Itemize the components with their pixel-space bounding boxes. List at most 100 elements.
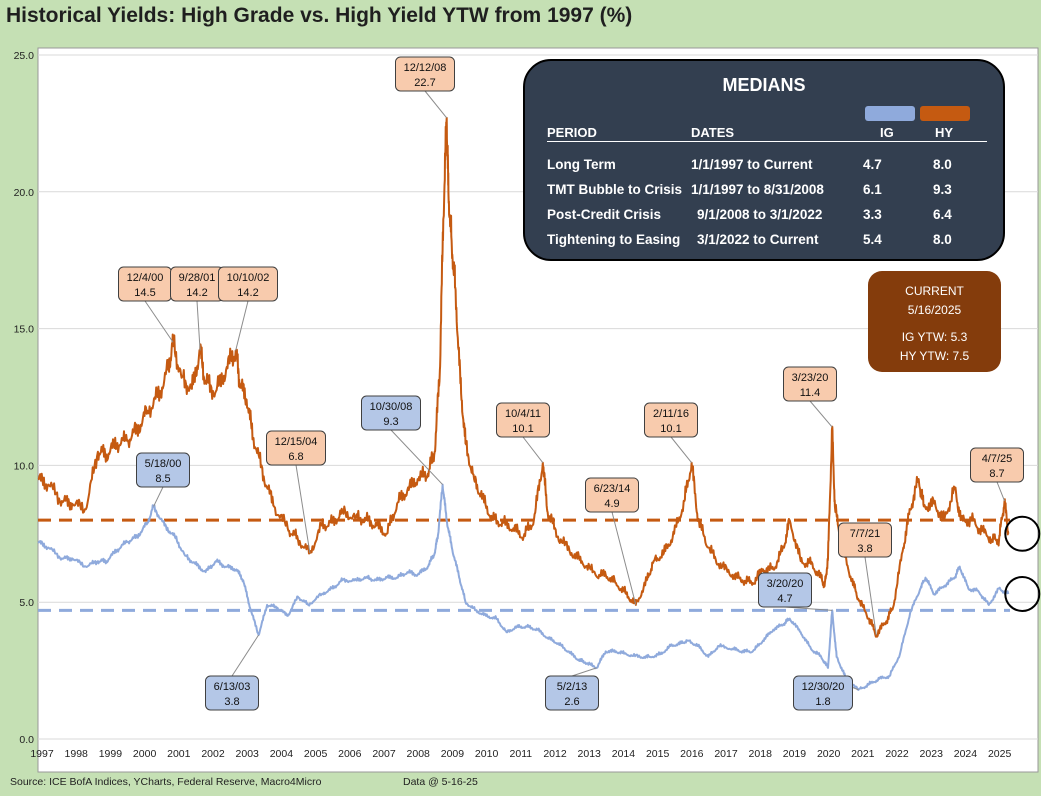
annotation-date: 10/4/11 xyxy=(505,408,541,420)
annotation-box xyxy=(970,447,1024,483)
annotation-leader xyxy=(522,436,544,463)
median-dates: 3/1/2022 to Current xyxy=(697,232,819,247)
annotation-date: 7/7/21 xyxy=(850,528,881,540)
medians-title: MEDIANS xyxy=(722,75,806,95)
y-tick-label: 20.0 xyxy=(14,187,35,199)
annotation-value: 14.5 xyxy=(134,287,155,299)
annotation-value: 10.1 xyxy=(512,423,533,435)
median-period: Post-Credit Crisis xyxy=(547,207,662,222)
annotation-value: 14.2 xyxy=(186,287,207,299)
annotation-date: 6/13/03 xyxy=(214,681,251,693)
x-tick-label: 2015 xyxy=(646,748,670,760)
annotation-box xyxy=(783,366,837,402)
ig-current-marker xyxy=(1004,575,1041,612)
x-tick-label: 2025 xyxy=(988,748,1012,760)
annotation-value: 3.8 xyxy=(857,543,872,555)
annotation-value: 8.5 xyxy=(155,473,170,485)
annotation-box xyxy=(266,430,326,466)
x-tick-label: 1998 xyxy=(65,748,89,760)
annotation-leader xyxy=(153,486,164,507)
median-hy: 8.0 xyxy=(933,157,952,172)
x-tick-label: 2016 xyxy=(680,748,704,760)
medians-header-ig: IG xyxy=(880,125,894,140)
median-period: Tightening to Easing xyxy=(547,232,681,247)
current-hy-ytw: HY YTW: 7.5 xyxy=(899,349,970,363)
chart-title: Historical Yields: High Grade vs. High Y… xyxy=(6,4,633,27)
current-date: 5/16/2025 xyxy=(907,303,962,317)
hy-current-marker xyxy=(1004,515,1041,552)
source-note: Source: ICE BofA Indices, YCharts, Feder… xyxy=(10,776,322,788)
annotation-value: 3.8 xyxy=(224,696,239,708)
x-tick-label: 2007 xyxy=(372,748,396,760)
median-dates: 1/1/1997 to Current xyxy=(691,157,813,172)
median-period: TMT Bubble to Crisis xyxy=(547,182,682,197)
annotation-leader xyxy=(996,481,1005,502)
annotation-date: 12/15/04 xyxy=(275,436,318,448)
annotation-date: 10/30/08 xyxy=(370,401,413,413)
y-tick-label: 25.0 xyxy=(14,50,35,62)
annotation-value: 9.3 xyxy=(383,416,398,428)
annotation-date: 10/10/02 xyxy=(227,272,270,284)
annotation-value: 14.2 xyxy=(237,287,258,299)
median-ig: 6.1 xyxy=(863,182,882,197)
x-tick-label: 2019 xyxy=(783,748,807,760)
annotation-date: 12/12/08 xyxy=(404,62,447,74)
current-ig-ytw: IG YTW: 5.3 xyxy=(901,330,968,344)
annotation-leader xyxy=(196,300,201,351)
annotation-date: 12/30/20 xyxy=(802,681,845,693)
x-tick-label: 1997 xyxy=(30,748,54,760)
annotation-leader xyxy=(571,667,597,677)
annotation-value: 10.1 xyxy=(660,423,681,435)
annotation-value: 11.4 xyxy=(800,387,821,399)
x-tick-label: 2010 xyxy=(475,748,499,760)
annotation-date: 9/28/01 xyxy=(179,272,216,284)
medians-header-dates: DATES xyxy=(691,125,735,140)
annotation-date: 6/23/14 xyxy=(594,483,631,495)
median-hy: 8.0 xyxy=(933,232,952,247)
annotation-date: 2/11/16 xyxy=(653,408,689,420)
annotation-value: 22.7 xyxy=(414,77,435,89)
annotation-box xyxy=(218,266,278,302)
x-tick-label: 2005 xyxy=(304,748,328,760)
x-tick-label: 2014 xyxy=(612,748,636,760)
x-tick-label: 1999 xyxy=(99,748,123,760)
annotation-date: 5/18/00 xyxy=(145,458,182,470)
current-label: CURRENT xyxy=(905,284,964,298)
median-ig: 3.3 xyxy=(863,207,882,222)
x-tick-label: 2021 xyxy=(851,748,875,760)
medians-header-period: PERIOD xyxy=(547,125,597,140)
x-tick-label: 2020 xyxy=(817,748,841,760)
annotation-box xyxy=(793,675,853,711)
annotation-leader xyxy=(235,300,249,351)
annotation-leader xyxy=(295,464,311,554)
annotation-date: 3/20/20 xyxy=(767,578,804,590)
median-ig: 4.7 xyxy=(863,157,882,172)
y-tick-label: 5.0 xyxy=(19,597,34,609)
hy-legend-swatch xyxy=(920,106,970,121)
x-tick-label: 2011 xyxy=(510,748,533,760)
annotation-leader xyxy=(809,400,833,428)
annotation-value: 4.9 xyxy=(604,498,619,510)
median-hy: 9.3 xyxy=(933,182,952,197)
annotation-value: 6.8 xyxy=(288,451,303,463)
current-yields-box: CURRENT 5/16/2025 IG YTW: 5.3 HY YTW: 7.… xyxy=(868,271,1001,372)
x-tick-label: 2022 xyxy=(885,748,909,760)
medians-header-hy: HY xyxy=(935,125,954,140)
annotation-value: 2.6 xyxy=(564,696,579,708)
annotation-box xyxy=(205,675,259,711)
median-period: Long Term xyxy=(547,157,616,172)
x-tick-label: 2023 xyxy=(920,748,944,760)
medians-header-underline xyxy=(547,141,987,142)
x-tick-label: 2013 xyxy=(578,748,602,760)
annotation-box xyxy=(496,402,550,438)
annotation-date: 4/7/25 xyxy=(982,453,1013,465)
annotation-leader xyxy=(864,556,877,636)
median-dates: 1/1/1997 to 8/31/2008 xyxy=(691,182,824,197)
x-tick-label: 2008 xyxy=(407,748,431,760)
x-tick-label: 2024 xyxy=(954,748,978,760)
annotation-date: 5/2/13 xyxy=(557,681,588,693)
annotation-box xyxy=(361,395,421,431)
y-tick-label: 15.0 xyxy=(14,324,35,336)
medians-table: MEDIANS PERIOD DATES IG HY Long Term 1/1… xyxy=(523,59,1005,261)
median-ig: 5.4 xyxy=(863,232,882,247)
